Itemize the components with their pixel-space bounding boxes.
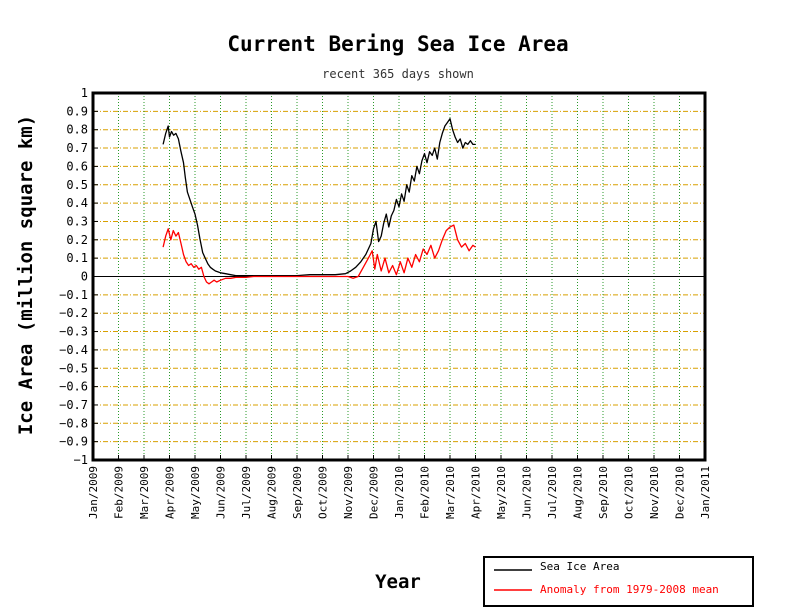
x-tick-label: Dec/2009 — [368, 466, 381, 519]
y-tick-label: 0.7 — [66, 141, 88, 155]
chart-subtitle: recent 365 days shown — [322, 67, 474, 81]
y-tick-label: −0.8 — [59, 416, 88, 430]
x-tick-label: Jun/2009 — [215, 466, 228, 519]
x-tick-label: Dec/2010 — [674, 466, 687, 519]
x-tick-label: Mar/2009 — [138, 466, 151, 519]
legend-box — [483, 556, 754, 607]
x-tick-label: Oct/2009 — [317, 466, 330, 519]
x-tick-label: Jan/2011 — [699, 466, 712, 519]
y-axis-label: Ice Area (million square km) — [15, 115, 37, 435]
y-tick-label: −0.4 — [59, 343, 88, 357]
x-tick-label: Feb/2009 — [113, 466, 126, 519]
x-tick-label: Aug/2010 — [572, 466, 585, 519]
y-tick-label: −0.2 — [59, 306, 88, 320]
x-axis-label: Year — [375, 571, 421, 593]
x-tick-label: Aug/2009 — [266, 466, 279, 519]
chart-title: Current Bering Sea Ice Area — [227, 32, 568, 56]
y-tick-label: 0.1 — [66, 251, 88, 265]
legend-label-anomaly: Anomaly from 1979-2008 mean — [540, 583, 719, 596]
x-tick-label: Apr/2010 — [470, 466, 483, 519]
y-tick-label: 0.4 — [66, 196, 88, 210]
y-tick-label: 0.2 — [66, 233, 88, 247]
x-tick-label: Nov/2009 — [342, 466, 355, 519]
x-tick-label: Feb/2010 — [419, 466, 432, 519]
y-tick-label: 0.8 — [66, 123, 88, 137]
x-tick-label: May/2010 — [495, 466, 508, 519]
y-tick-label: 0 — [81, 270, 88, 284]
x-axis: Jan/2009 Feb/2009 Mar/2009 Apr/2009 May/2009… — [87, 455, 712, 519]
y-tick-label: −0.5 — [59, 361, 88, 375]
legend-label-sea-ice-area: Sea Ice Area — [540, 560, 619, 573]
x-tick-label: Jan/2010 — [393, 466, 406, 519]
y-tick-label: −0.9 — [59, 435, 88, 449]
x-tick-label: Jun/2010 — [521, 466, 534, 519]
y-tick-label: 1 — [81, 86, 88, 100]
y-tick-label: −0.3 — [59, 325, 88, 339]
x-tick-label: Oct/2010 — [623, 466, 636, 519]
series-line-0 — [162, 118, 476, 277]
legend: Sea Ice Area Anomaly from 1979-2008 mean — [483, 556, 754, 607]
y-tick-label: −0.7 — [59, 398, 88, 412]
y-tick-label: 0.5 — [66, 178, 88, 192]
y-tick-label: −1 — [74, 453, 88, 467]
series-line-1 — [162, 224, 476, 285]
y-tick-label: −0.6 — [59, 380, 88, 394]
x-tick-label: Jul/2010 — [546, 466, 559, 519]
x-tick-label: Jan/2009 — [87, 466, 100, 519]
x-tick-label: Jul/2009 — [240, 466, 253, 519]
x-tick-label: Nov/2010 — [648, 466, 661, 519]
series-layer — [162, 118, 476, 285]
x-tick-label: Sep/2009 — [291, 466, 304, 519]
x-tick-label: May/2009 — [189, 466, 202, 519]
y-tick-label: −0.1 — [59, 288, 88, 302]
y-tick-label: 0.9 — [66, 104, 88, 118]
y-tick-label: 0.3 — [66, 214, 88, 228]
x-tick-label: Sep/2010 — [597, 466, 610, 519]
y-axis: 1 0.9 0.8 0.7 0.6 0.5 0.4 0.3 0.2 0.1 0 −0.1 −0.2 −0.… — [59, 86, 98, 467]
x-tick-label: Apr/2009 — [164, 466, 177, 519]
x-tick-label: Mar/2010 — [444, 466, 457, 519]
y-tick-label: 0.6 — [66, 159, 88, 173]
